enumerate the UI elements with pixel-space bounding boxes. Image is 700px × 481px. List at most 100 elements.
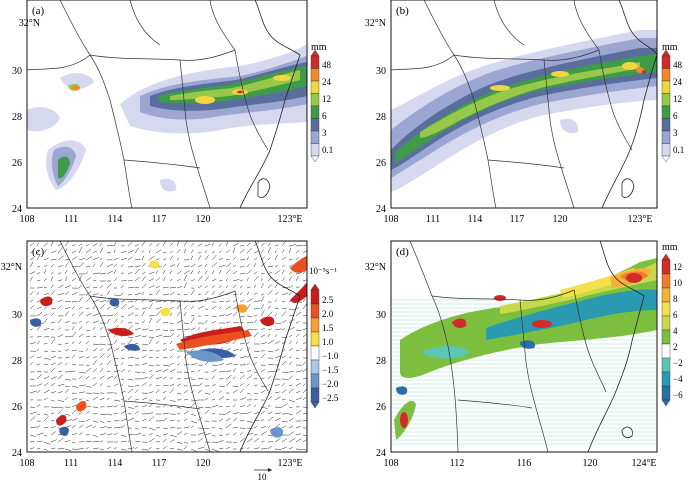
wind-vector	[155, 448, 160, 450]
wind-vector	[127, 250, 135, 254]
wind-vector	[71, 244, 76, 247]
wind-vector	[183, 282, 188, 289]
wind-vector	[204, 243, 211, 247]
wind-vector	[239, 259, 246, 261]
wind-vector	[239, 249, 245, 254]
wind-vector	[253, 308, 260, 310]
wind-vector	[29, 242, 35, 247]
wind-vector	[127, 417, 135, 422]
wind-vector	[218, 257, 224, 261]
wind-vector	[302, 448, 307, 451]
wind-vector	[36, 291, 40, 296]
wind-vector	[204, 392, 211, 395]
wind-vector	[176, 257, 180, 261]
wind-vector	[246, 383, 250, 387]
panel-d-lon-label: 124°E	[631, 458, 656, 469]
wind-vector	[141, 241, 146, 247]
wind-vector	[57, 272, 62, 275]
wind-vector	[99, 362, 103, 366]
wind-vector	[225, 284, 229, 289]
wind-vector	[106, 375, 114, 380]
wind-vector	[288, 425, 293, 429]
wind-vector	[225, 241, 229, 247]
wind-vector	[29, 434, 36, 437]
wind-vector	[288, 431, 294, 436]
panel-a-colorbar: mm 48 24 12 6 3 0.1	[310, 42, 333, 163]
wind-vector	[169, 242, 174, 247]
panel-c-lat-axis: 24 26 28 30 32°N	[1, 262, 22, 459]
wind-vector	[36, 383, 43, 387]
wind-vector	[288, 271, 293, 275]
panel-d-lon-label: 112	[450, 458, 465, 469]
wind-vector	[85, 329, 91, 331]
wind-vector	[232, 441, 238, 443]
panel-c-lat-label: 32°N	[1, 262, 22, 273]
wind-vector	[64, 448, 72, 451]
wind-vector	[260, 327, 266, 331]
wind-vector	[218, 385, 225, 387]
colorbar-segment	[310, 373, 320, 389]
wind-vector	[106, 327, 110, 331]
wind-vector	[295, 333, 300, 338]
colorbar-segment	[661, 343, 671, 359]
wind-vector	[183, 432, 188, 436]
wind-vector	[92, 396, 99, 401]
wind-vector	[141, 376, 148, 380]
wind-vector	[246, 438, 253, 443]
wind-vector	[113, 375, 118, 380]
wind-vector	[148, 338, 153, 345]
wind-vector	[274, 244, 279, 247]
wind-vector	[176, 311, 181, 317]
wind-vector	[281, 398, 286, 401]
wind-vector	[288, 326, 295, 331]
wind-vector	[281, 249, 285, 254]
wind-vector	[57, 370, 63, 373]
wind-vector	[99, 367, 104, 373]
wind-vector	[43, 343, 48, 345]
wind-vector	[155, 277, 161, 282]
wind-vector	[29, 355, 35, 359]
wind-vector	[281, 360, 287, 366]
wind-vector	[99, 285, 104, 289]
wind-vector	[295, 272, 302, 275]
wind-vector	[274, 265, 278, 268]
wind-vector	[85, 244, 90, 247]
wind-vector	[120, 284, 125, 289]
wind-vector	[113, 427, 121, 429]
wind-vector	[183, 270, 190, 275]
wind-vector	[106, 343, 113, 345]
wind-vector	[211, 369, 217, 373]
wind-vector	[71, 256, 77, 261]
wind-vector	[64, 307, 71, 310]
wind-vector	[239, 383, 244, 387]
wind-vector	[274, 328, 282, 331]
colorbar-segment	[310, 130, 320, 144]
panel-d-tag: (d)	[396, 246, 409, 258]
panel-d-lon-axis: 108 112 116 120 124°E	[384, 458, 657, 469]
wind-vector	[190, 317, 195, 324]
panel-b-lat-label: 28	[376, 112, 386, 123]
wind-vector	[57, 255, 64, 261]
wind-vector	[197, 305, 205, 310]
panel-d-lon-label: 120	[583, 458, 598, 469]
wind-vector	[281, 311, 287, 317]
panel-c-reference-vector: 10	[254, 468, 272, 481]
wind-vector	[78, 391, 86, 394]
wind-vector	[78, 311, 84, 317]
wind-vector	[71, 313, 75, 317]
panel-b-colorbar-label: 12	[673, 94, 682, 104]
wind-vector	[29, 261, 34, 268]
wind-vector	[169, 264, 175, 268]
wind-vector	[267, 265, 274, 268]
panel-c-frame	[26, 240, 308, 453]
wind-vector	[134, 265, 141, 268]
wind-vector	[141, 448, 149, 451]
wind-vector	[302, 412, 307, 415]
wind-vector	[64, 362, 68, 366]
wind-vector	[169, 448, 175, 450]
wind-vector	[274, 417, 281, 422]
wind-vector	[197, 406, 204, 408]
wind-vector	[295, 390, 301, 394]
wind-vector	[71, 300, 78, 303]
wind-vector	[302, 327, 307, 331]
